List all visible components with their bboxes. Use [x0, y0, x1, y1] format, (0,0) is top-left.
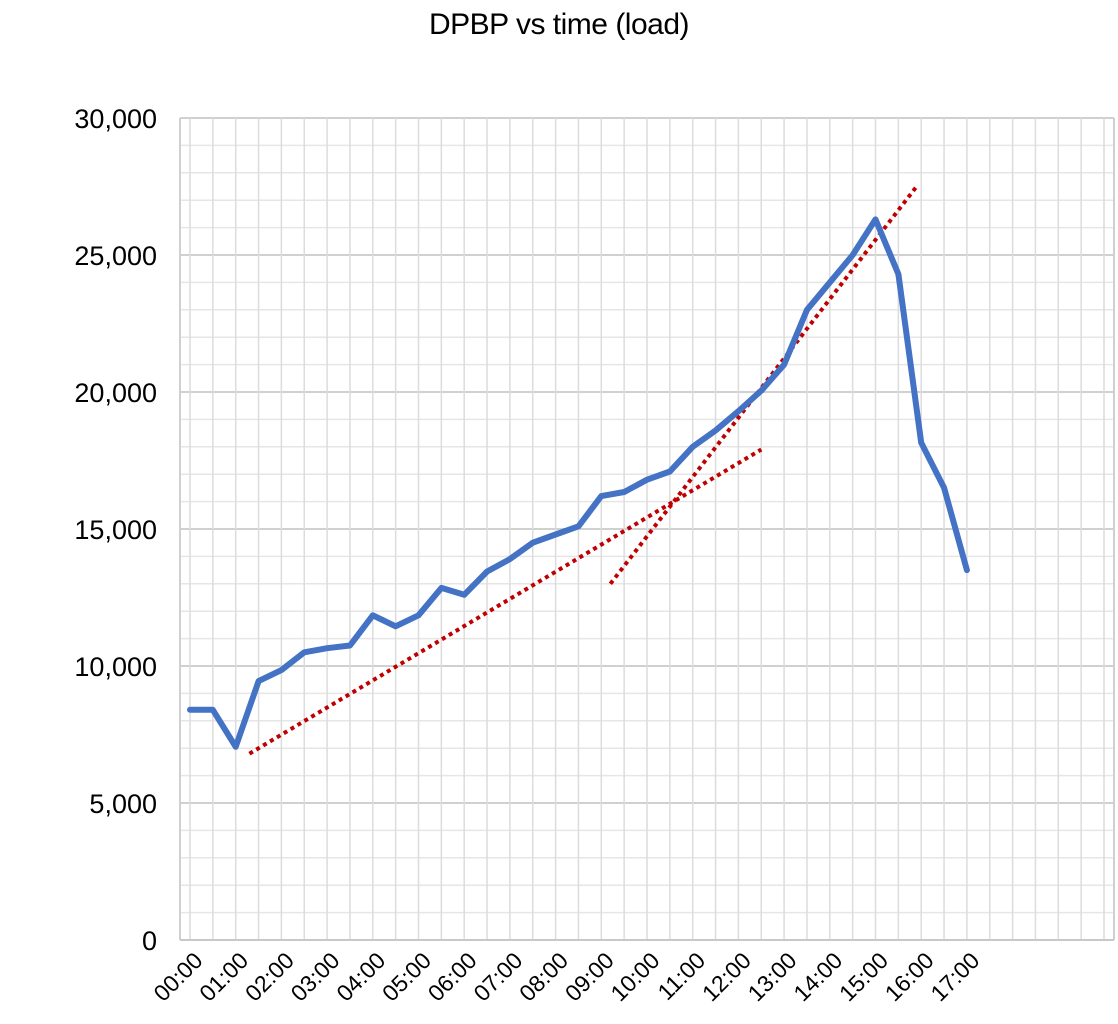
trendline [248, 447, 763, 756]
x-tick-label: 10:00 [605, 947, 664, 1006]
y-tick-label: 30,000 [74, 104, 157, 134]
x-tick-label: 05:00 [377, 947, 436, 1006]
x-tick-label: 13:00 [743, 947, 802, 1006]
chart-title: DPBP vs time (load) [428, 8, 690, 41]
grid [179, 117, 1115, 941]
series-line [187, 216, 970, 750]
x-tick-label: 09:00 [560, 947, 619, 1006]
x-tick-label: 03:00 [286, 947, 345, 1006]
x-tick-label: 08:00 [514, 947, 573, 1006]
x-tick-label: 07:00 [468, 947, 527, 1006]
x-tick-label: 14:00 [788, 947, 847, 1006]
y-tick-label: 0 [142, 926, 157, 956]
x-tick-label: 02:00 [240, 947, 299, 1006]
y-tick-label: 25,000 [74, 241, 157, 271]
x-tick-label: 04:00 [331, 947, 390, 1006]
y-tick-label: 10,000 [74, 652, 157, 682]
axes: 0 5,000 10,000 15,000 20,000 25,000 30,000 00:0… [74, 104, 984, 1006]
x-tick-label: 11:00 [652, 947, 710, 1005]
y-tick-label: 15,000 [74, 515, 157, 545]
x-tick-label: 15:00 [834, 947, 893, 1006]
x-tick-label: 00:00 [148, 947, 207, 1006]
x-tick-label: 06:00 [423, 947, 482, 1006]
x-tick-label: 16:00 [880, 947, 939, 1006]
x-tick-label: 12:00 [697, 947, 756, 1006]
y-tick-label: 5,000 [89, 789, 157, 819]
x-tick-label: 17:00 [925, 947, 984, 1006]
y-tick-label: 20,000 [74, 378, 157, 408]
series [187, 185, 970, 756]
x-tick-label: 01:00 [194, 947, 253, 1006]
